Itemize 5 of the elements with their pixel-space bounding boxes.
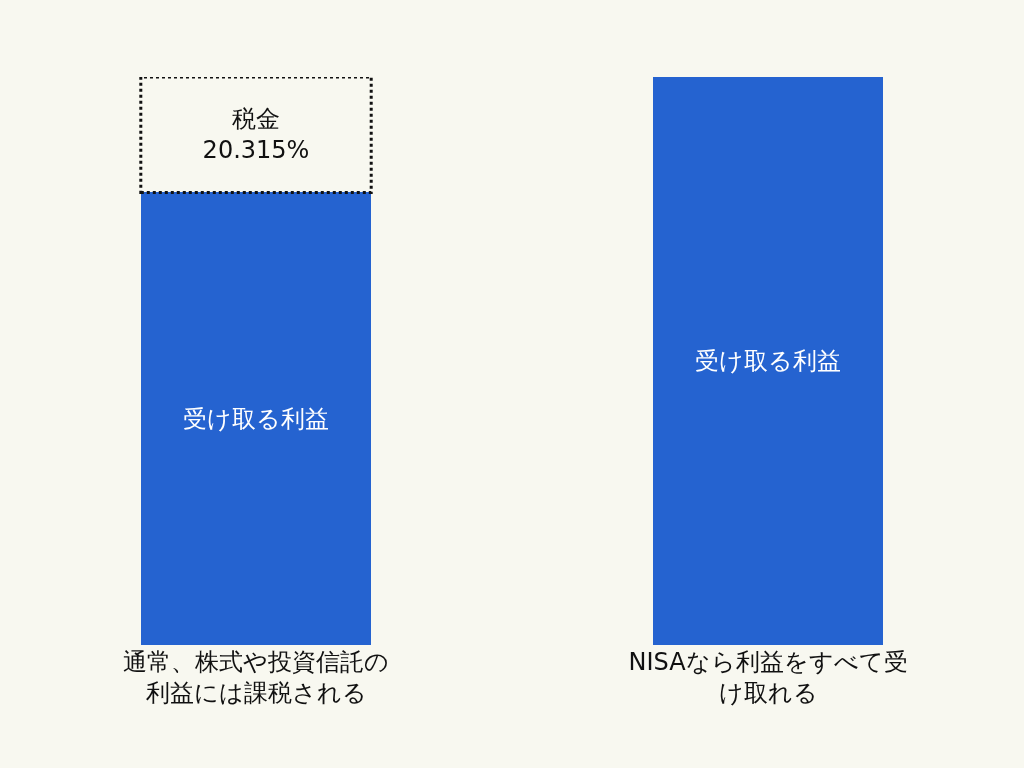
- data-label: 受け取る利益: [695, 347, 841, 375]
- data-label: 税金 20.315%: [202, 105, 310, 165]
- x-tick-label: NISAなら利益をすべて受け取れる: [628, 648, 908, 708]
- x-tick-label: 通常、株式や投資信託の利益には課税される: [123, 648, 389, 708]
- data-label: 受け取る利益: [183, 404, 329, 433]
